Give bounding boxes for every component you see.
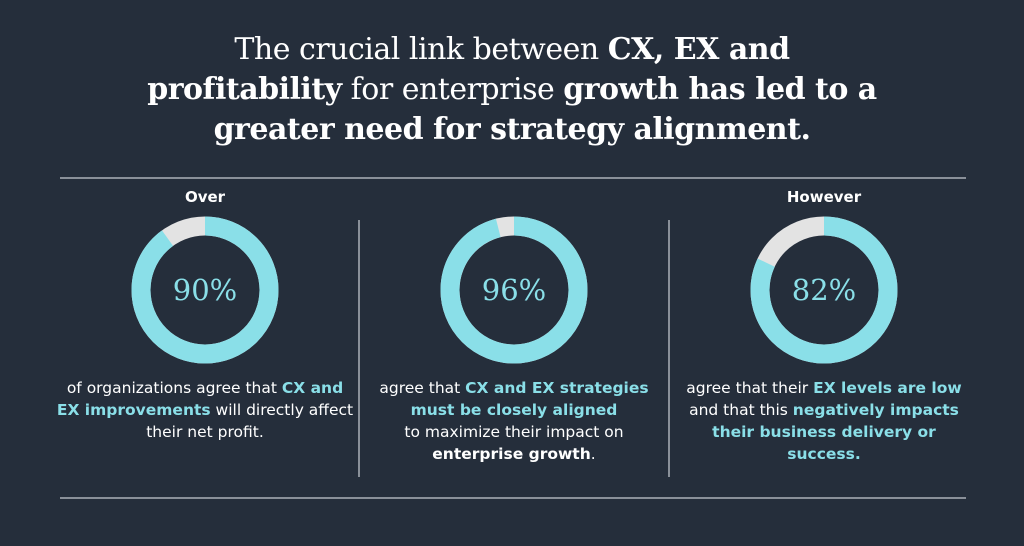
top-divider	[60, 177, 966, 179]
headline-line-1: The crucial link between CX, EX and	[234, 32, 790, 67]
donut-ring-icon	[750, 216, 898, 364]
donut-chart: 90%	[130, 215, 280, 365]
donut-chart: 82%	[749, 215, 899, 365]
stat-description: of organizations agree that CX and EX im…	[56, 379, 354, 441]
headline: The crucial link between CX, EX and prof…	[0, 30, 1024, 150]
stat-value: 82%	[791, 273, 857, 307]
headline-line-2: profitability for enterprise growth has …	[147, 72, 877, 107]
bottom-divider	[60, 497, 966, 499]
stat-card-1: Over 90% of organizations agree that CX …	[55, 185, 355, 443]
column-divider-2	[668, 220, 670, 477]
stat-value: 96%	[481, 273, 547, 307]
stat-card-3: However 82% agree that their EX levels a…	[674, 185, 974, 465]
stat-lead: However	[786, 188, 862, 206]
stat-description: agree that CX and EX strategies must be …	[379, 379, 649, 463]
stat-description: agree that their EX levels are low and t…	[686, 379, 962, 463]
donut-chart: 96%	[439, 215, 589, 365]
column-divider-1	[358, 220, 360, 477]
stat-lead: Over	[184, 188, 226, 206]
stat-card-2: 96% agree that CX and EX strategies must…	[364, 185, 664, 465]
donut-ring-icon	[131, 216, 279, 364]
donut-ring-icon	[440, 216, 588, 364]
stat-value: 90%	[172, 273, 238, 307]
headline-line-3: greater need for strategy alignment.	[213, 112, 811, 147]
stat-lead	[364, 185, 664, 209]
